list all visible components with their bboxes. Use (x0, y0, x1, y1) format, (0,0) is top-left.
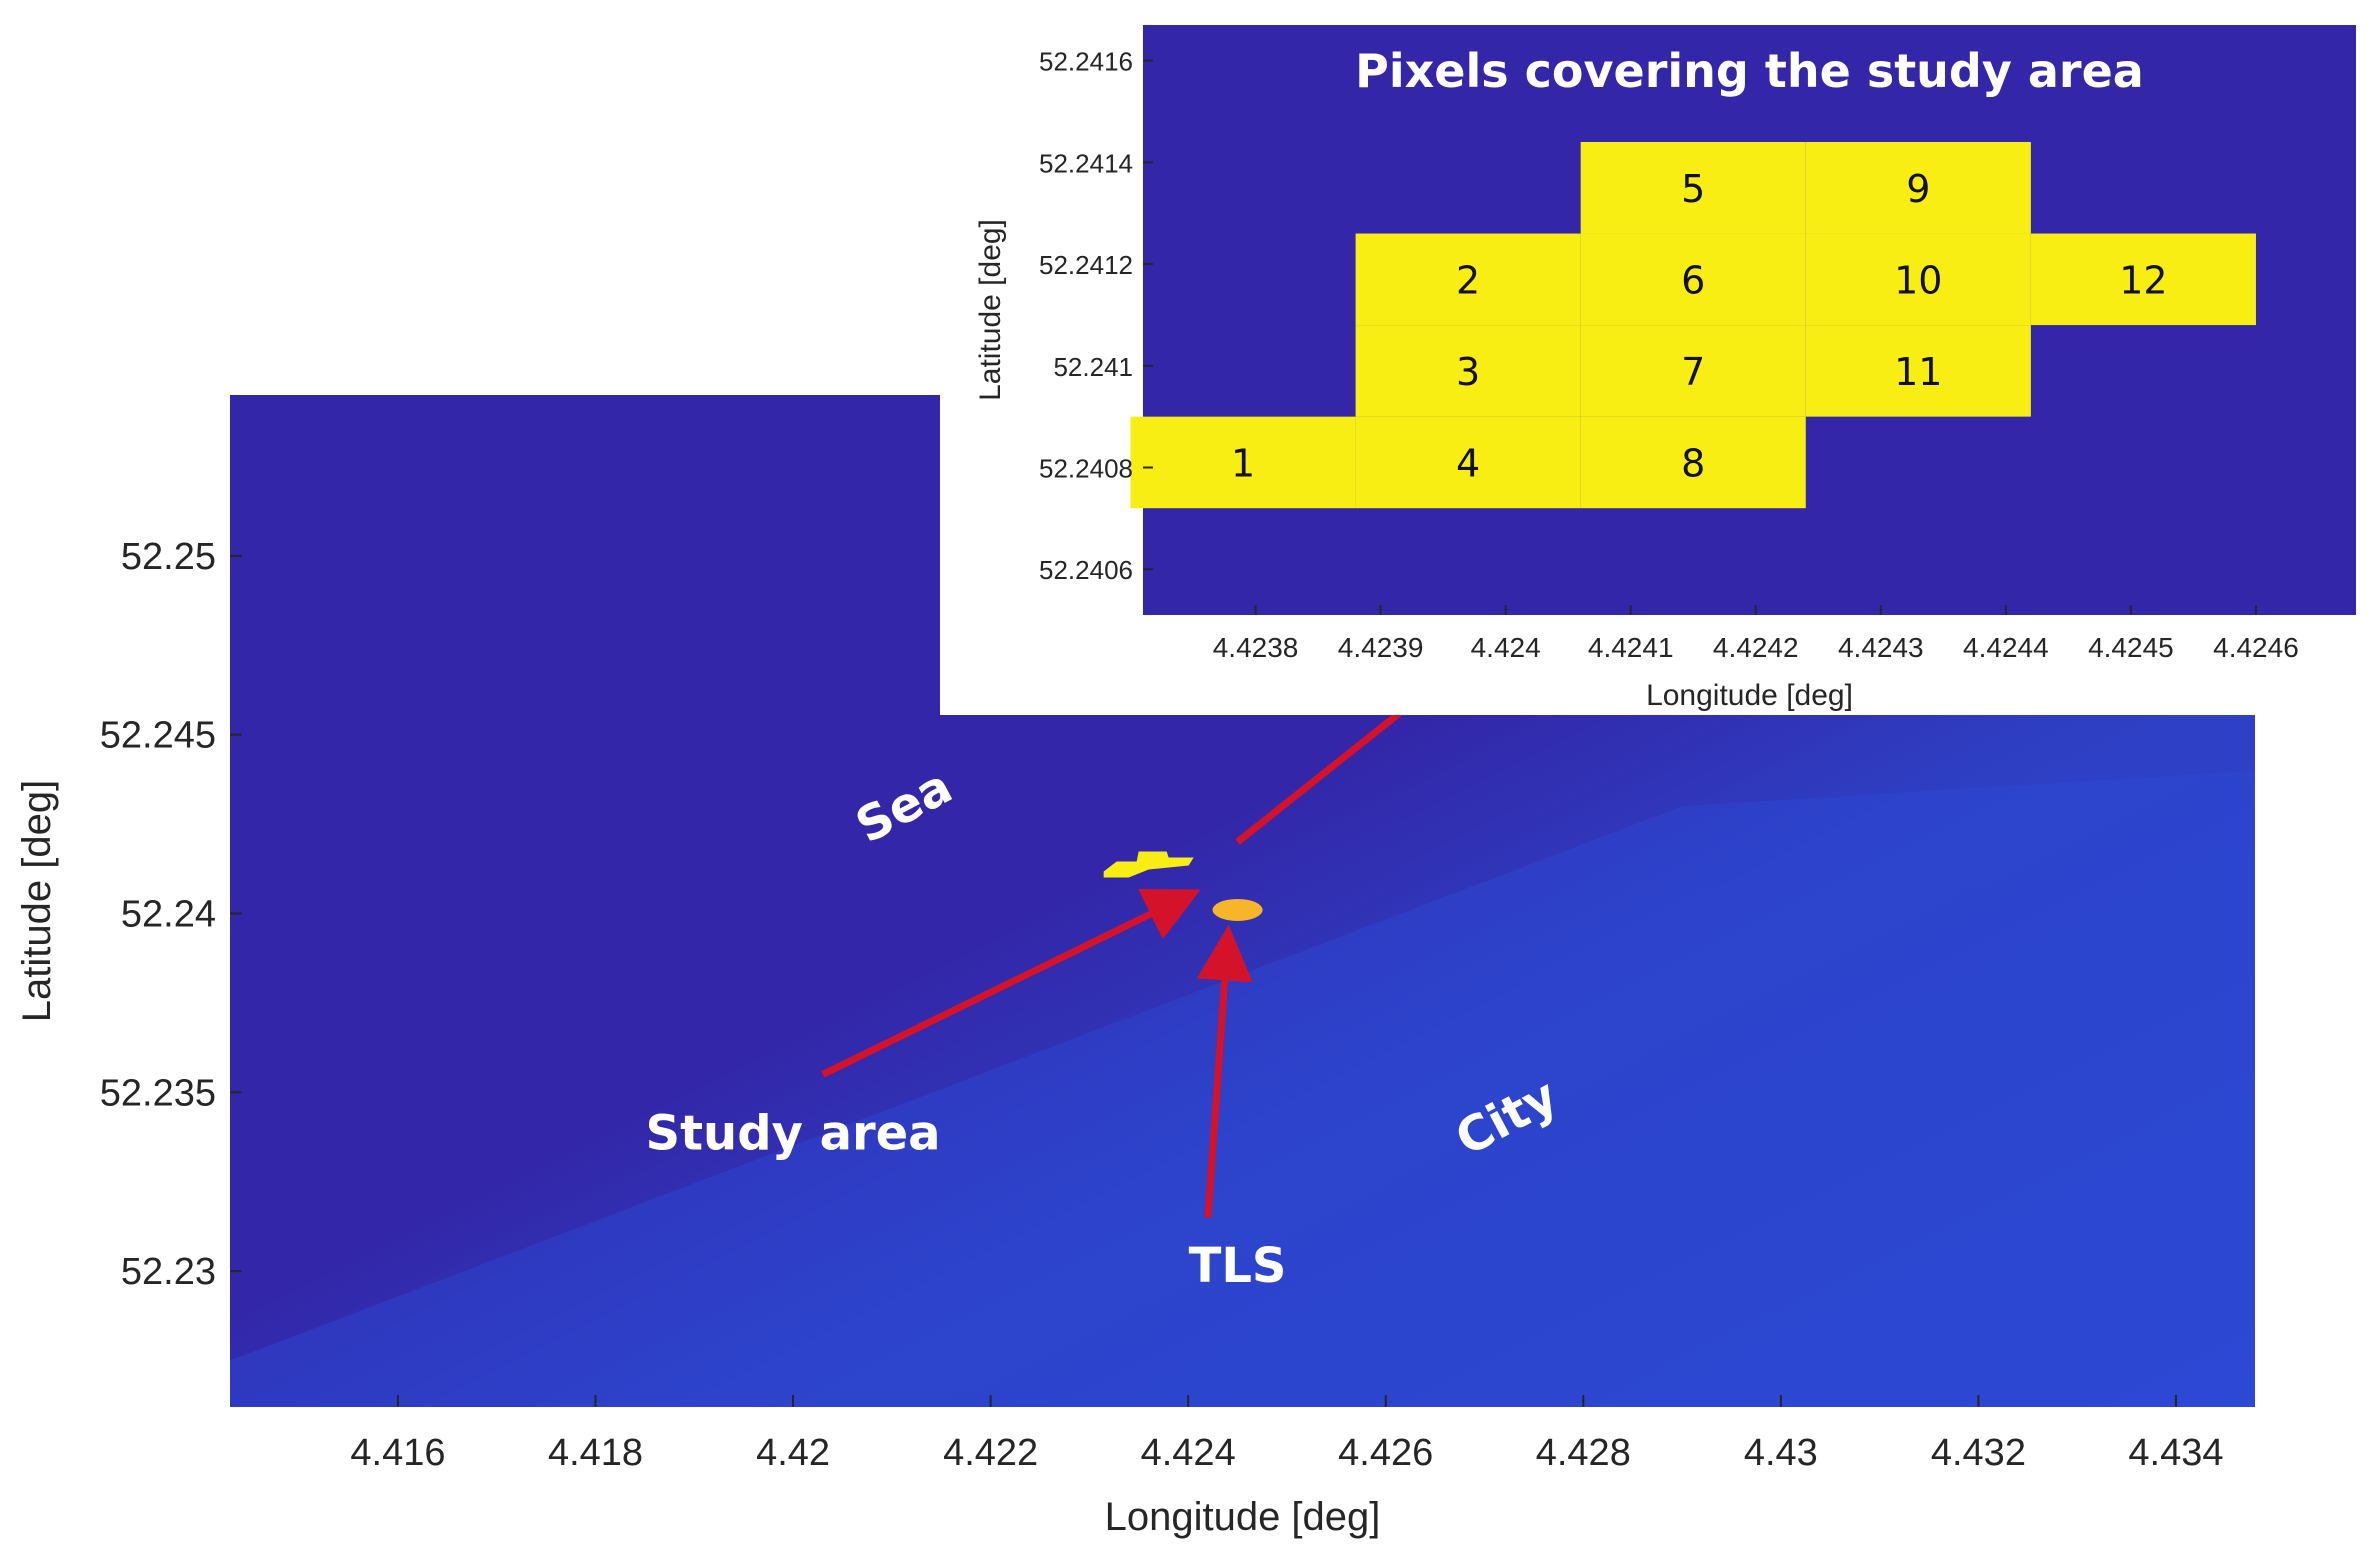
main-y-tick-label: 52.23 (121, 1251, 216, 1293)
pixel-label: 12 (2119, 258, 2167, 302)
pixel-label: 10 (1894, 258, 1942, 302)
pixel-cell (1130, 416, 1356, 509)
inset-y-tick-label: 52.2406 (1039, 555, 1133, 585)
main-y-tick-label: 52.24 (121, 894, 216, 936)
main-y-tick-label: 52.25 (121, 536, 216, 578)
pixel-cell (1580, 233, 1806, 326)
tls-marker (1212, 898, 1263, 921)
inset-x-tick-label: 4.4243 (1838, 632, 1924, 663)
pixel-label: 3 (1456, 350, 1480, 394)
arrow-2 (1196, 924, 1253, 1218)
pixel-cell (1805, 325, 2031, 417)
inset-x-tick-label: 4.4238 (1213, 632, 1299, 663)
inset-y-axis-label: Latitude [deg] (974, 219, 1007, 401)
annotation-label: Study area (646, 1106, 941, 1162)
pixel-cell (1805, 233, 2031, 326)
inset-y-tick-label: 52.241 (1053, 352, 1133, 382)
inset-y-tick-label: 52.2408 (1039, 454, 1133, 484)
main-x-tick-label: 4.418 (548, 1432, 643, 1474)
pixel-label: 5 (1681, 167, 1705, 211)
pixel-label: 1 (1231, 441, 1255, 485)
inset-y-tick-label: 52.2412 (1039, 250, 1133, 280)
main-y-tick-label: 52.245 (100, 715, 216, 757)
main-x-axis-label: Longitude [deg] (1105, 1495, 1381, 1539)
city-region (230, 770, 2255, 1407)
main-x-tick-label: 4.434 (2128, 1432, 2223, 1474)
pixel-label: 2 (1456, 258, 1480, 302)
annotation-label: TLS (1189, 1238, 1287, 1294)
inset-x-tick-label: 4.4241 (1588, 632, 1674, 663)
arrow-1 (821, 888, 1201, 1078)
pixel-label: 6 (1681, 258, 1705, 302)
pixel-cell (1355, 233, 1581, 326)
inset-y-tick-label: 52.2414 (1039, 148, 1133, 178)
pixel-cell (1580, 325, 1806, 417)
main-x-tick-label: 4.428 (1536, 1432, 1631, 1474)
inset-x-tick-label: 4.4246 (2213, 632, 2299, 663)
main-x-tick-label: 4.416 (350, 1432, 445, 1474)
inset-title: Pixels covering the study area (1355, 44, 2144, 98)
main-x-tick-label: 4.432 (1931, 1432, 2026, 1474)
inset-x-tick-label: 4.4242 (1713, 632, 1799, 663)
pixel-cell (1355, 416, 1581, 509)
pixel-cell (1805, 141, 2031, 234)
main-x-tick-label: 4.42 (756, 1432, 830, 1474)
main-x-tick-label: 4.43 (1744, 1432, 1818, 1474)
inset-x-tick-label: 4.4244 (1963, 632, 2049, 663)
pixel-cell (2030, 233, 2256, 326)
inset-x-tick-label: 4.424 (1471, 632, 1541, 663)
main-x-tick-label: 4.426 (1338, 1432, 1433, 1474)
main-y-tick-label: 52.235 (100, 1072, 216, 1114)
main-x-tick-label: 4.424 (1141, 1432, 1236, 1474)
inset-x-tick-label: 4.4239 (1338, 632, 1424, 663)
pixel-label: 7 (1681, 350, 1705, 394)
inset-y-tick-label: 52.2416 (1039, 47, 1133, 77)
pixel-label: 8 (1681, 441, 1705, 485)
main-y-axis-label: Latitude [deg] (15, 780, 59, 1022)
study-area-marker (1103, 851, 1194, 878)
pixel-cell (1355, 325, 1581, 417)
pixel-cell (1580, 141, 1806, 234)
pixel-label: 9 (1906, 167, 1930, 211)
inset-x-tick-label: 4.4245 (2088, 632, 2174, 663)
inset-x-axis-label: Longitude [deg] (1646, 679, 1853, 712)
pixel-label: 11 (1894, 350, 1942, 394)
pixel-label: 4 (1456, 441, 1480, 485)
pixel-cell (1580, 416, 1806, 509)
main-x-tick-label: 4.422 (943, 1432, 1038, 1474)
